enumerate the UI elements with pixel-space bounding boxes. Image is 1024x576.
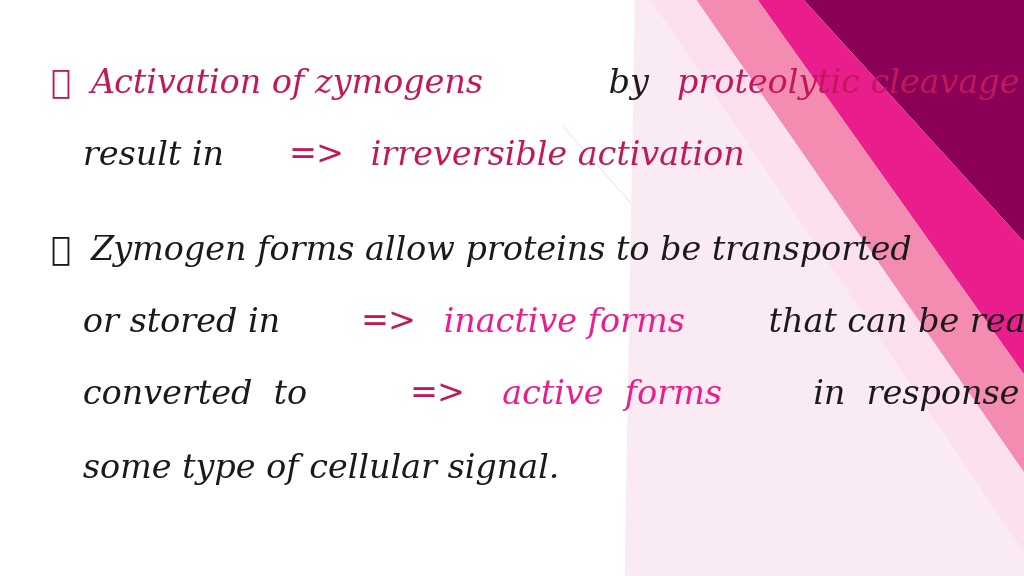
Text: some type of cellular signal.: some type of cellular signal.: [51, 453, 559, 486]
Polygon shape: [696, 0, 1024, 472]
Text: Zymogen forms allow proteins to be transported: Zymogen forms allow proteins to be trans…: [91, 234, 912, 267]
Text: active  forms: active forms: [481, 378, 722, 411]
Polygon shape: [758, 0, 1024, 374]
Text: or stored in: or stored in: [51, 306, 291, 339]
Text: =>: =>: [288, 139, 344, 172]
Text: inactive forms: inactive forms: [433, 306, 685, 339]
Text: =>: =>: [410, 378, 465, 411]
Text: ➤: ➤: [51, 67, 82, 100]
Polygon shape: [804, 0, 1024, 242]
Text: irreversible activation: irreversible activation: [360, 139, 745, 172]
Text: =>: =>: [360, 306, 417, 339]
Text: Activation of zymogens: Activation of zymogens: [91, 67, 483, 100]
Polygon shape: [650, 0, 1024, 553]
Text: result in: result in: [51, 139, 234, 172]
Text: by: by: [598, 67, 659, 100]
Text: ➤: ➤: [51, 234, 82, 267]
Text: in  response  to: in response to: [793, 378, 1024, 411]
Text: converted  to: converted to: [51, 378, 329, 411]
Polygon shape: [625, 0, 1024, 576]
Text: that can be readily: that can be readily: [758, 306, 1024, 339]
Text: proteolytic cleavage: proteolytic cleavage: [677, 67, 1020, 100]
